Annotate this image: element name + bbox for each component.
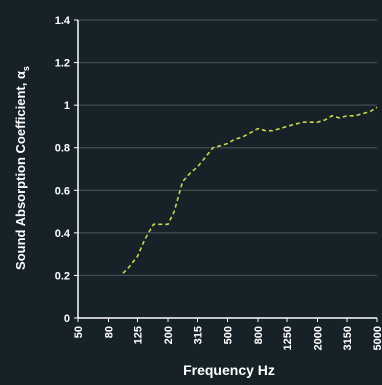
x-tick-label: 315	[193, 326, 205, 344]
y-tick-label: 0	[64, 313, 70, 325]
y-tick-label: 1	[64, 100, 70, 112]
y-axis-title: Sound Absorption Coefficient, αs	[13, 66, 31, 270]
y-axis-title-subscript: s	[21, 66, 31, 71]
x-tick-label: 500	[223, 326, 235, 344]
y-tick-label: 0.8	[55, 143, 70, 155]
x-tick-label: 80	[104, 326, 116, 338]
x-tick-label: 125	[132, 326, 144, 344]
x-tick-label: 2000	[313, 326, 325, 350]
x-tick-label: 800	[253, 326, 265, 344]
y-tick-label: 0.4	[55, 228, 71, 240]
y-tick-label: 0.2	[55, 270, 70, 282]
y-tick-label: 1.4	[55, 15, 71, 27]
x-tick-label: 50	[73, 326, 85, 338]
y-tick-label: 0.6	[55, 185, 70, 197]
x-axis-title: Frequency Hz	[183, 362, 275, 378]
y-tick-label: 1.2	[55, 58, 70, 70]
x-tick-label: 3150	[342, 326, 354, 350]
tick-labels: 0 0.2 0.4 0.6 0.8 1 1.2 1.4 50 80 125 200 315 500 800 1…	[55, 15, 382, 350]
grid-lines	[78, 20, 377, 275]
axes	[74, 20, 377, 322]
x-tick-label: 5000	[372, 326, 382, 350]
x-tick-label: 1250	[282, 326, 294, 350]
x-tick-label: 200	[163, 326, 175, 344]
